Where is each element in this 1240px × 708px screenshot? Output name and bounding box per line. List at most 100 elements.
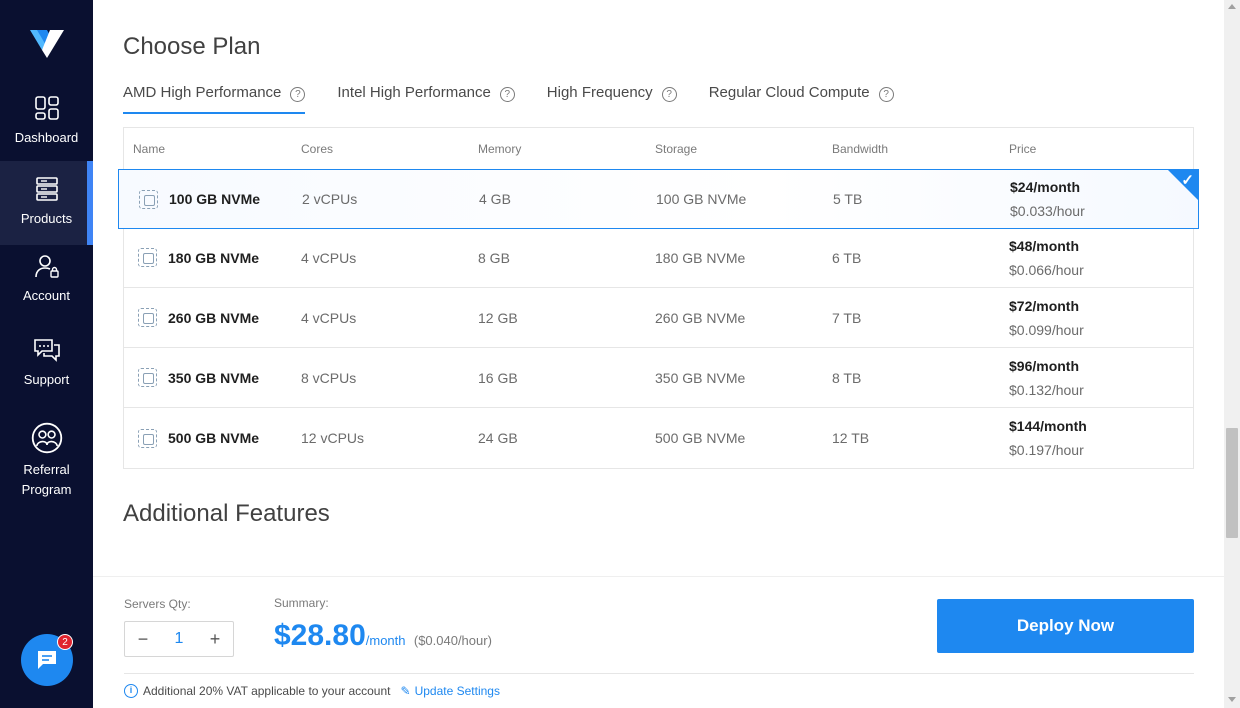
plan-bandwidth: 7 TB: [832, 309, 862, 326]
plan-name: 100 GB NVMe: [169, 191, 261, 207]
servers-qty-label: Servers Qty:: [124, 597, 191, 611]
table-row[interactable]: 260 GB NVMe 4 vCPUs 12 GB 260 GB NVMe 7 …: [124, 288, 1193, 348]
plan-memory: 12 GB: [478, 309, 518, 326]
update-settings-link[interactable]: ✎ Update Settings: [401, 684, 500, 698]
plan-name: 260 GB NVMe: [168, 309, 260, 326]
help-icon[interactable]: ?: [661, 87, 677, 102]
column-header-cores: Cores: [301, 141, 334, 156]
cpu-chip-icon: [138, 428, 157, 448]
tab-high-frequency[interactable]: High Frequency ?: [547, 84, 677, 114]
pencil-icon: ✎: [400, 684, 411, 698]
checkmark-icon: ✓: [1181, 172, 1194, 189]
plan-bandwidth: 8 TB: [832, 369, 862, 386]
plan-cores: 4 vCPUs: [301, 309, 357, 326]
dashboard-grid-icon: [34, 96, 59, 120]
scrollbar-thumb[interactable]: [1226, 428, 1238, 538]
table-row[interactable]: 180 GB NVMe 4 vCPUs 8 GB 180 GB NVMe 6 T…: [124, 228, 1193, 288]
help-icon[interactable]: ?: [290, 87, 306, 102]
tab-label: Intel High Performance: [337, 84, 491, 101]
summary-hourly: ($0.040/hour): [413, 633, 492, 648]
quantity-stepper: − 1 +: [124, 621, 234, 657]
sidebar-item-dashboard[interactable]: Dashboard: [0, 94, 93, 148]
plan-memory: 24 GB: [478, 430, 518, 446]
plan-storage: 350 GB NVMe: [655, 369, 746, 386]
page-title: Choose Plan: [123, 33, 261, 60]
plan-bandwidth: 5 TB: [833, 191, 863, 207]
chat-support-icon: [33, 339, 60, 362]
plan-table: Name Cores Memory Storage Bandwidth Pric…: [118, 127, 1199, 469]
update-settings-label: Update Settings: [414, 684, 500, 698]
plan-price-month: $96/month: [1009, 357, 1080, 374]
plan-bandwidth: 6 TB: [832, 249, 862, 266]
main-content: Choose Plan AMD High Performance ? Intel…: [93, 0, 1224, 708]
vertical-scrollbar[interactable]: [1224, 0, 1240, 708]
increment-button[interactable]: +: [209, 628, 221, 649]
plan-price-hour: $0.099/hour: [1009, 321, 1084, 338]
plan-storage: 260 GB NVMe: [655, 309, 746, 326]
scroll-up-arrow-icon[interactable]: [1228, 4, 1236, 9]
sidebar-item-label: Products: [20, 211, 73, 226]
divider: [124, 673, 1194, 674]
vat-text: Additional 20% VAT applicable to your ac…: [143, 684, 391, 698]
plan-price-hour: $0.197/hour: [1009, 442, 1084, 458]
summary-label: Summary:: [274, 596, 329, 610]
sidebar-item-label: Referral Program: [21, 462, 72, 497]
sidebar-item-label: Account: [23, 288, 70, 303]
tab-label: High Frequency: [546, 84, 653, 101]
sidebar-item-label: Support: [23, 372, 70, 387]
plan-storage: 100 GB NVMe: [656, 191, 747, 207]
plan-price-month: $144/month: [1009, 418, 1087, 434]
decrement-button[interactable]: −: [137, 628, 149, 649]
table-row[interactable]: 350 GB NVMe 8 vCPUs 16 GB 350 GB NVMe 8 …: [124, 348, 1193, 408]
cpu-chip-icon: [139, 189, 158, 209]
column-header-memory: Memory: [478, 141, 522, 156]
summary-price: $28.80/month ($0.040/hour): [274, 619, 492, 653]
column-header-price: Price: [1009, 141, 1037, 156]
column-header-bandwidth: Bandwidth: [832, 141, 889, 156]
plan-cores: 4 vCPUs: [301, 249, 357, 266]
chat-notification-badge: 2: [57, 634, 73, 650]
vat-notice: i Additional 20% VAT applicable to your …: [124, 684, 500, 698]
plan-cores: 2 vCPUs: [302, 191, 358, 207]
plan-price-hour: $0.132/hour: [1009, 381, 1084, 398]
plan-cores: 8 vCPUs: [301, 369, 357, 386]
order-summary-bar: Servers Qty: − 1 + Summary: $28.80/month…: [93, 576, 1224, 708]
plan-storage: 180 GB NVMe: [655, 249, 746, 266]
plan-cores: 12 vCPUs: [301, 430, 365, 446]
user-lock-icon: [34, 255, 59, 278]
plan-name: 350 GB NVMe: [168, 369, 260, 386]
plan-memory: 16 GB: [478, 369, 518, 386]
plan-memory: 8 GB: [478, 249, 510, 266]
plan-tabs: AMD High Performance ? Intel High Perfor…: [123, 84, 926, 114]
cpu-chip-icon: [138, 248, 157, 267]
sidebar-item-account[interactable]: Account: [0, 252, 93, 306]
scroll-down-arrow-icon[interactable]: [1228, 697, 1236, 702]
referral-users-icon: [31, 422, 62, 454]
info-icon: i: [124, 684, 138, 698]
summary-unit: /month: [365, 633, 406, 648]
tab-label: AMD High Performance: [123, 84, 282, 101]
quantity-value[interactable]: 1: [174, 630, 184, 647]
sidebar-item-support[interactable]: Support: [0, 336, 93, 390]
tab-regular-cloud-compute[interactable]: Regular Cloud Compute ?: [709, 84, 894, 114]
plan-storage: 500 GB NVMe: [655, 430, 746, 446]
cpu-chip-icon: [138, 308, 157, 327]
column-header-storage: Storage: [655, 141, 698, 156]
vultr-logo[interactable]: [30, 28, 64, 58]
plan-name: 500 GB NVMe: [168, 430, 260, 446]
selected-corner: [1167, 169, 1199, 201]
help-icon[interactable]: ?: [878, 87, 894, 102]
help-icon[interactable]: ?: [499, 87, 515, 102]
tab-label: Regular Cloud Compute: [708, 84, 870, 101]
table-row[interactable]: 500 GB NVMe 12 vCPUs 24 GB 500 GB NVMe 1…: [124, 408, 1193, 468]
sidebar-item-products[interactable]: Products: [0, 161, 93, 245]
sidebar-item-referral[interactable]: Referral Program: [0, 422, 93, 500]
deploy-now-button[interactable]: Deploy Now: [937, 599, 1194, 653]
plan-bandwidth: 12 TB: [832, 430, 870, 446]
cpu-chip-icon: [138, 368, 157, 387]
additional-features-title: Additional Features: [123, 500, 330, 527]
tab-amd-high-performance[interactable]: AMD High Performance ?: [123, 84, 306, 114]
tab-intel-high-performance[interactable]: Intel High Performance ?: [337, 84, 515, 114]
plan-price-hour: $0.066/hour: [1009, 261, 1084, 278]
table-row[interactable]: 100 GB NVMe 2 vCPUs 4 GB 100 GB NVMe 5 T…: [118, 169, 1199, 229]
